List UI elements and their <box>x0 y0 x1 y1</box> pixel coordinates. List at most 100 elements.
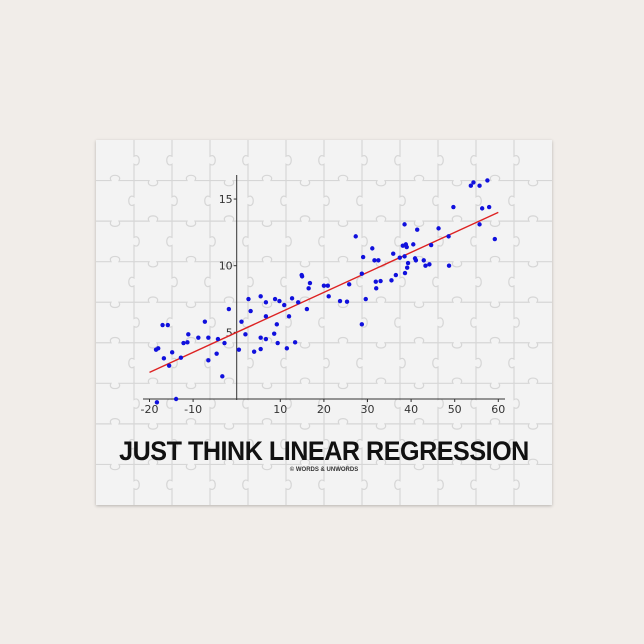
data-point <box>306 286 311 291</box>
data-point <box>169 350 175 355</box>
data-point <box>286 314 292 319</box>
data-point <box>359 271 365 276</box>
puzzle-cut-line <box>96 255 552 268</box>
data-point <box>402 254 407 259</box>
data-point <box>363 296 368 302</box>
data-point <box>402 222 407 227</box>
data-point <box>360 254 366 260</box>
puzzle-cut-line <box>508 140 520 505</box>
data-point <box>428 242 434 248</box>
copyright-credit: © WORDS & UNWORDS <box>289 467 359 473</box>
data-point <box>397 255 402 260</box>
data-point <box>446 234 451 239</box>
data-point <box>374 286 379 291</box>
data-point <box>411 242 416 247</box>
data-point <box>436 226 441 231</box>
x-tick-label: 10 <box>273 403 287 416</box>
y-tick-label: 10 <box>219 260 233 273</box>
data-point <box>391 251 396 256</box>
puzzle-board <box>96 140 552 505</box>
data-point <box>196 335 201 340</box>
axes <box>143 175 505 402</box>
data-point <box>346 282 352 287</box>
data-point <box>295 300 301 305</box>
data-point <box>243 332 248 337</box>
puzzle-cut-line <box>356 140 368 505</box>
puzzle-cut-line <box>128 140 140 505</box>
puzzle-cut-line <box>96 458 552 471</box>
data-point <box>289 296 295 301</box>
puzzle-cut-line <box>280 140 292 505</box>
page-title: JUST THINK LINEAR REGRESSION <box>119 436 529 466</box>
data-point <box>427 262 432 267</box>
data-point <box>402 270 408 276</box>
data-point <box>477 183 482 188</box>
regression-line <box>149 211 499 373</box>
data-point <box>421 258 426 263</box>
data-point <box>404 244 409 250</box>
data-point <box>251 349 257 354</box>
x-tick-label: 60 <box>491 403 505 416</box>
data-point <box>202 319 208 324</box>
data-point <box>372 258 377 263</box>
data-point <box>389 278 394 283</box>
data-point <box>161 356 167 361</box>
data-point <box>215 336 221 342</box>
data-point <box>404 265 410 270</box>
x-tick-label: 40 <box>404 403 418 416</box>
puzzle-cut-line <box>432 140 444 505</box>
data-point <box>275 340 280 346</box>
data-point <box>446 263 452 268</box>
data-point <box>485 178 490 183</box>
data-point <box>471 180 476 185</box>
x-tick-label: -10 <box>184 403 202 416</box>
data-point <box>220 374 225 379</box>
data-point <box>405 260 411 266</box>
puzzle-cut-line <box>470 140 482 505</box>
puzzle-cut-line <box>96 296 552 309</box>
data-point <box>178 355 184 360</box>
data-point <box>292 340 298 345</box>
data-point <box>284 346 290 351</box>
data-point <box>304 306 310 312</box>
data-point <box>353 234 358 239</box>
data-point <box>258 294 263 299</box>
data-point <box>486 204 492 210</box>
tick-labels: -20 -10 10 20 30 40 50 60 5 10 15 <box>141 193 506 416</box>
data-point <box>282 302 287 308</box>
data-point <box>166 363 172 368</box>
puzzle-cut-line <box>96 377 552 390</box>
data-point <box>186 332 191 337</box>
data-point <box>248 308 253 314</box>
puzzle-cut-line <box>96 174 552 187</box>
data-point <box>236 347 242 352</box>
data-point <box>156 346 161 351</box>
puzzle-cut-line <box>96 418 552 430</box>
data-point <box>263 314 269 319</box>
puzzle-cut-line <box>394 140 406 505</box>
data-point <box>373 279 378 284</box>
puzzle-cut-line <box>318 140 330 505</box>
data-point <box>451 204 456 210</box>
data-point <box>299 274 305 279</box>
data-point <box>376 258 381 263</box>
data-point <box>206 335 211 340</box>
data-point <box>272 296 278 302</box>
data-point <box>173 396 179 402</box>
data-point <box>226 306 232 312</box>
data-point <box>321 283 327 288</box>
data-point <box>359 322 365 327</box>
puzzle-cuts <box>96 140 552 505</box>
data-points <box>153 178 498 405</box>
data-point <box>258 335 263 340</box>
data-point <box>222 340 227 346</box>
data-point <box>263 300 269 305</box>
data-point <box>415 227 420 232</box>
data-point <box>423 263 428 268</box>
data-point <box>344 299 350 304</box>
data-point <box>479 206 485 211</box>
data-point <box>307 280 313 286</box>
data-point <box>165 322 171 328</box>
data-point <box>263 336 269 342</box>
data-point <box>154 400 160 405</box>
